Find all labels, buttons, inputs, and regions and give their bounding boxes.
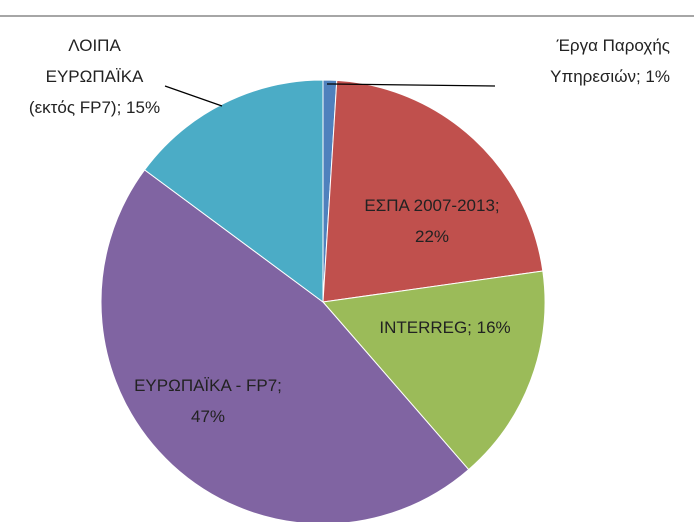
data-label: ΕΥΡΩΠΑΪΚΑ - FP7; 47% (134, 376, 282, 426)
data-label: ΛΟΙΠΑ ΕΥΡΩΠΑΪΚΑ (εκτός FP7); 15% (28, 36, 161, 117)
leader-line (164, 85, 223, 107)
slices (100, 79, 546, 522)
data-label: Έργα Παροχής Υπηρεσιών; 1% (550, 36, 670, 86)
pie-slice (322, 79, 544, 303)
leader-line (327, 83, 496, 87)
data-label: ΕΣΠΑ 2007-2013; 22% (364, 196, 500, 246)
pie-slice (143, 79, 324, 303)
pie-slice (322, 270, 546, 471)
data-label: INTERREG; 16% (379, 318, 511, 337)
pie-slice (100, 169, 470, 522)
